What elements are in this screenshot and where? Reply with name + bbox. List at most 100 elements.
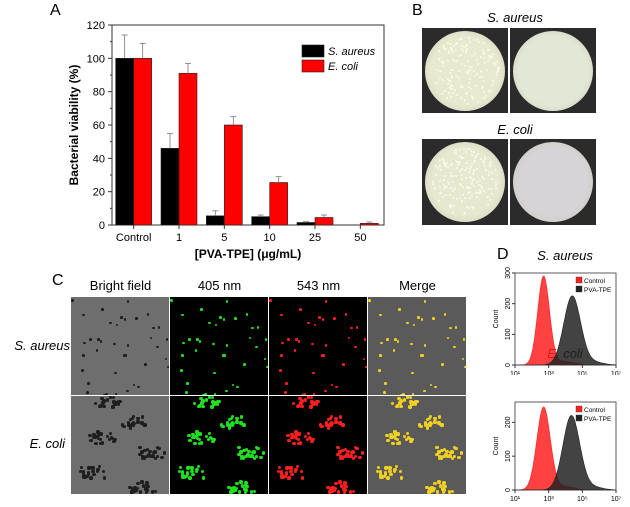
cell — [138, 490, 143, 494]
colony — [483, 80, 486, 83]
colony — [466, 71, 469, 74]
cell — [245, 313, 249, 316]
cell — [399, 399, 403, 403]
colony — [462, 46, 465, 49]
y-tick-label: 20 — [93, 187, 105, 199]
cell — [297, 432, 301, 436]
colony — [449, 174, 452, 177]
colony — [488, 56, 491, 59]
cell — [394, 338, 397, 341]
cell — [312, 393, 316, 395]
cell — [201, 399, 205, 403]
y-tick-label: 100 — [505, 328, 512, 340]
cell — [409, 439, 413, 444]
cell — [191, 435, 195, 440]
cell — [114, 393, 118, 395]
cell — [260, 455, 264, 460]
colony — [452, 190, 455, 193]
cell — [244, 488, 248, 492]
colony — [432, 181, 435, 184]
colony — [480, 71, 483, 74]
colony — [496, 70, 499, 73]
cell — [213, 393, 217, 395]
petri-dish — [513, 31, 593, 111]
cell — [287, 438, 291, 442]
colony — [455, 152, 458, 155]
cell — [313, 400, 317, 405]
cell — [402, 393, 405, 395]
cell — [398, 401, 402, 405]
cell — [147, 452, 151, 457]
cell — [212, 342, 215, 346]
cell — [386, 476, 390, 480]
cell — [437, 456, 441, 461]
cell — [395, 437, 400, 442]
colony — [433, 188, 436, 191]
cell — [157, 446, 161, 451]
cell — [197, 441, 202, 446]
colony — [483, 155, 486, 158]
colony — [471, 154, 474, 157]
cell — [338, 450, 342, 454]
cell — [307, 321, 310, 325]
cell — [386, 438, 390, 442]
cell — [195, 430, 199, 434]
colony — [487, 60, 490, 63]
colony — [459, 38, 462, 41]
cell — [199, 441, 203, 445]
cell — [214, 323, 218, 327]
cell — [453, 345, 457, 349]
microscopy-e-coli-405nm — [170, 396, 268, 494]
cell — [269, 299, 272, 302]
bar-s-aureus — [160, 148, 180, 226]
colony — [465, 185, 468, 188]
cell — [136, 420, 140, 424]
colony — [466, 48, 469, 51]
cell — [325, 423, 329, 427]
cell — [71, 299, 74, 302]
cell — [280, 354, 283, 357]
cell — [81, 369, 84, 372]
colony — [476, 181, 479, 184]
cell — [114, 371, 118, 375]
colony — [479, 189, 482, 192]
colony — [473, 159, 476, 162]
colony — [485, 169, 488, 172]
colony — [477, 153, 479, 156]
colony — [481, 51, 484, 54]
cell — [307, 435, 312, 439]
cell — [280, 341, 284, 345]
colony — [494, 186, 497, 189]
colony — [491, 52, 494, 55]
colony — [465, 162, 468, 165]
colony — [470, 150, 472, 153]
cell — [105, 398, 110, 402]
cell — [132, 383, 136, 387]
cell — [438, 484, 443, 488]
cell — [338, 480, 342, 484]
plates-title-s-aureus: S. aureus — [487, 10, 543, 25]
cell — [321, 354, 324, 358]
colony — [488, 162, 491, 165]
cell — [279, 471, 284, 475]
cell — [252, 456, 257, 461]
colony — [446, 185, 449, 188]
colony — [447, 41, 450, 44]
cell — [440, 448, 444, 453]
cell — [432, 486, 436, 491]
colony — [457, 155, 460, 158]
cell — [409, 400, 413, 404]
colony — [483, 57, 486, 60]
colony — [479, 192, 482, 195]
colony — [472, 151, 475, 154]
cell — [206, 437, 211, 442]
cell — [306, 431, 311, 436]
cell — [261, 451, 266, 455]
cell — [435, 490, 440, 494]
colony — [470, 88, 473, 90]
cell — [126, 421, 131, 426]
cell — [182, 475, 187, 479]
colony — [457, 160, 460, 163]
cell — [306, 396, 311, 399]
